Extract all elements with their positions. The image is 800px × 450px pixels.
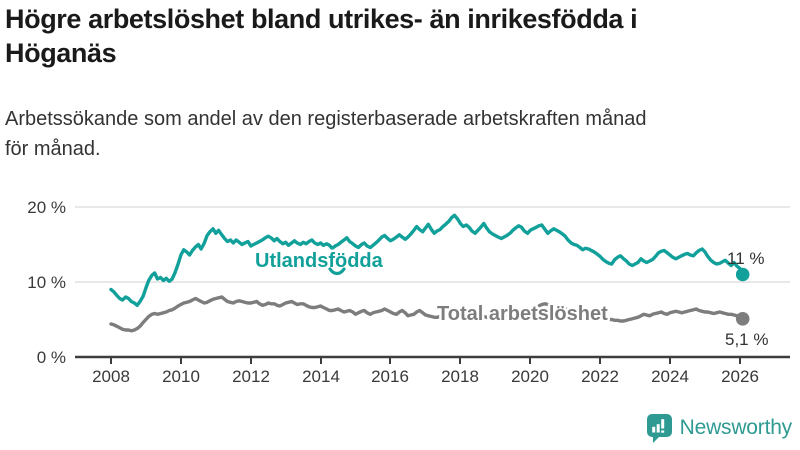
- x-tick-label-2012: 2012: [232, 367, 270, 386]
- series-end-dot-utlandsfodda: [735, 267, 750, 282]
- title-line-1: Högre arbetslöshet bland utrikes- än inr…: [5, 4, 638, 34]
- newsworthy-logo-text: Newsworthy: [679, 416, 793, 439]
- newsworthy-logo: Newsworthy: [646, 413, 792, 443]
- y-tick-label-0: 0 %: [37, 348, 66, 367]
- series-label-total: Total arbetslöshet: [437, 303, 608, 325]
- series-label-chevron-icon: [328, 267, 346, 276]
- newsworthy-logo-icon: [646, 414, 672, 443]
- y-tick-label-20: 20 %: [27, 198, 66, 217]
- end-value-utlandsfodda: 11 %: [727, 249, 765, 268]
- title-line-2: Höganäs: [5, 38, 117, 68]
- x-axis-ticks: [110, 357, 741, 364]
- x-tick-label-2026: 2026: [721, 367, 759, 386]
- y-tick-label-10: 10 %: [27, 273, 66, 292]
- series-end-dot-total: [735, 312, 750, 326]
- x-tick-label-2014: 2014: [302, 367, 340, 386]
- series-label-utlandsfodda: Utlandsfödda: [255, 250, 384, 272]
- bar-chart-glyph: [651, 419, 664, 433]
- x-tick-label-2020: 2020: [511, 367, 549, 386]
- subtitle-line-2: för månad.: [5, 138, 101, 160]
- page-title: Högre arbetslöshet bland utrikes- än inr…: [5, 2, 785, 70]
- series-line-total: [109, 295, 745, 333]
- x-tick-label-2018: 2018: [441, 367, 479, 386]
- subtitle-line-1: Arbetssökande som andel av den registerb…: [5, 108, 647, 130]
- chart-subtitle: Arbetssökande som andel av den registerb…: [5, 104, 785, 164]
- end-value-total: 5,1 %: [725, 330, 768, 349]
- series-lines: [109, 213, 750, 333]
- x-tick-label-2022: 2022: [581, 367, 619, 386]
- x-tick-label-2010: 2010: [162, 367, 200, 386]
- x-tick-label-2024: 2024: [651, 367, 689, 386]
- x-tick-label-2016: 2016: [371, 367, 409, 386]
- series-line-utlandsfodda: [109, 213, 745, 308]
- x-tick-label-2008: 2008: [92, 367, 130, 386]
- line-chart: 0 % 10 % 20 % 2008 2010 2012 2014 2016 2…: [27, 198, 790, 386]
